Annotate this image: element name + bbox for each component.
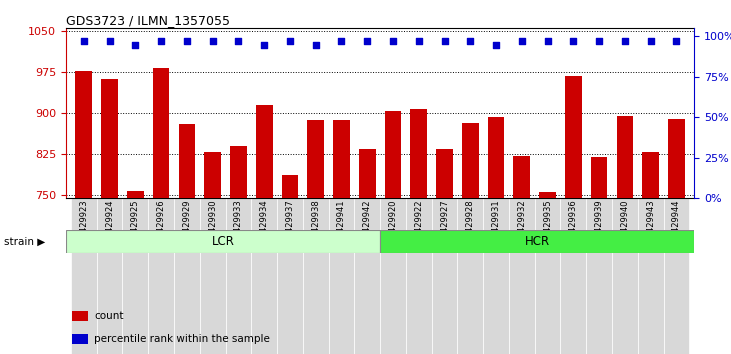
Point: [387, 39, 399, 44]
Bar: [123, 198, 148, 354]
Bar: [127, 190, 144, 354]
Bar: [359, 149, 376, 354]
Text: percentile rank within the sample: percentile rank within the sample: [94, 334, 270, 344]
Text: LCR: LCR: [211, 235, 235, 248]
Bar: [204, 152, 221, 354]
Bar: [436, 149, 453, 354]
Bar: [230, 146, 247, 354]
Bar: [75, 70, 92, 354]
Bar: [72, 334, 88, 344]
Bar: [643, 152, 659, 354]
Bar: [591, 157, 607, 354]
Point: [542, 39, 553, 44]
Text: strain ▶: strain ▶: [4, 236, 45, 246]
Bar: [406, 198, 431, 354]
Point: [129, 42, 141, 47]
Point: [310, 42, 322, 47]
Bar: [355, 198, 380, 354]
Bar: [410, 109, 427, 354]
Bar: [72, 311, 88, 321]
Point: [464, 39, 476, 44]
Point: [181, 39, 193, 44]
Bar: [153, 68, 170, 354]
Bar: [148, 198, 174, 354]
Bar: [612, 198, 637, 354]
Bar: [178, 124, 195, 354]
Bar: [256, 105, 273, 354]
Bar: [66, 230, 380, 253]
Point: [567, 39, 579, 44]
Point: [336, 39, 347, 44]
Text: HCR: HCR: [525, 235, 550, 248]
Point: [594, 39, 605, 44]
Bar: [303, 198, 329, 354]
Bar: [586, 198, 612, 354]
Bar: [488, 117, 504, 354]
Bar: [483, 198, 509, 354]
Point: [104, 39, 115, 44]
Point: [155, 39, 167, 44]
Bar: [637, 198, 664, 354]
Bar: [281, 175, 298, 354]
Bar: [539, 192, 556, 354]
Bar: [534, 198, 561, 354]
Bar: [101, 79, 118, 354]
Bar: [561, 198, 586, 354]
Bar: [385, 110, 401, 354]
Point: [361, 39, 373, 44]
Point: [413, 39, 425, 44]
Point: [645, 39, 656, 44]
Point: [232, 39, 244, 44]
Bar: [565, 76, 582, 354]
Text: GDS3723 / ILMN_1357055: GDS3723 / ILMN_1357055: [66, 14, 230, 27]
Point: [207, 39, 219, 44]
Bar: [513, 156, 530, 354]
Point: [619, 39, 631, 44]
Bar: [668, 119, 685, 354]
Bar: [380, 198, 406, 354]
Point: [516, 39, 528, 44]
Bar: [462, 122, 479, 354]
Bar: [277, 198, 303, 354]
Point: [439, 39, 450, 44]
Bar: [664, 198, 689, 354]
Text: count: count: [94, 311, 124, 321]
Bar: [333, 120, 350, 354]
Bar: [458, 198, 483, 354]
Point: [258, 42, 270, 47]
Point: [78, 39, 90, 44]
Bar: [380, 230, 694, 253]
Point: [491, 42, 502, 47]
Bar: [174, 198, 200, 354]
Bar: [251, 198, 277, 354]
Bar: [226, 198, 251, 354]
Point: [284, 39, 296, 44]
Bar: [509, 198, 534, 354]
Bar: [200, 198, 226, 354]
Bar: [329, 198, 355, 354]
Bar: [431, 198, 458, 354]
Point: [670, 39, 682, 44]
Bar: [307, 120, 324, 354]
Bar: [616, 116, 633, 354]
Bar: [71, 198, 96, 354]
Bar: [96, 198, 123, 354]
